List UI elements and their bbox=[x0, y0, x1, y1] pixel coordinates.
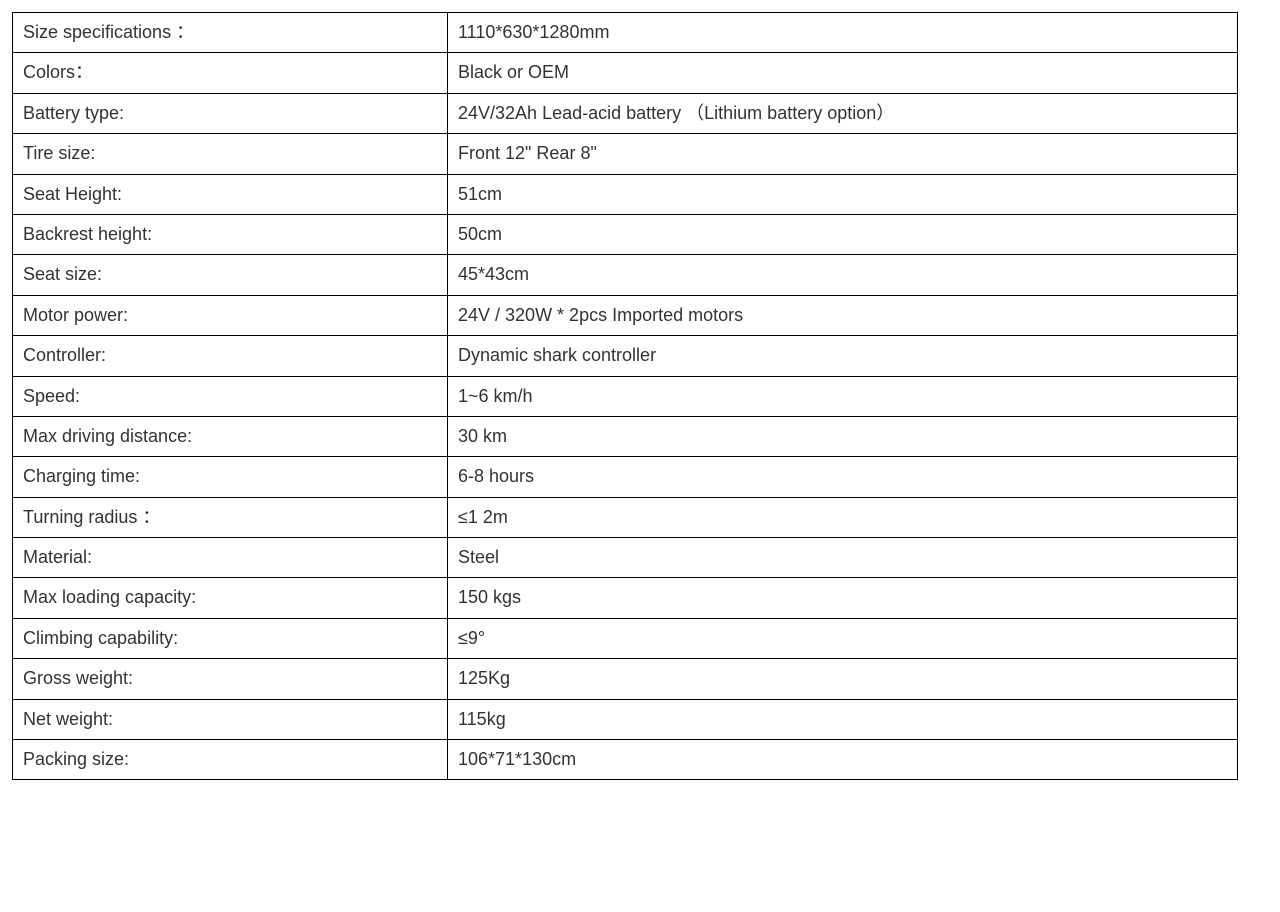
spec-value: 150 kgs bbox=[448, 578, 1238, 618]
spec-label: Controller: bbox=[13, 336, 448, 376]
table-row: Seat size: 45*43cm bbox=[13, 255, 1238, 295]
spec-value: 1110*630*1280mm bbox=[448, 13, 1238, 53]
spec-value: Black or OEM bbox=[448, 53, 1238, 93]
spec-value: 50cm bbox=[448, 214, 1238, 254]
table-row: Tire size: Front 12" Rear 8" bbox=[13, 134, 1238, 174]
spec-label: Material: bbox=[13, 538, 448, 578]
spec-value: 1~6 km/h bbox=[448, 376, 1238, 416]
spec-label: Motor power: bbox=[13, 295, 448, 335]
spec-label: Colors： bbox=[13, 53, 448, 93]
spec-value: ≤1 2m bbox=[448, 497, 1238, 537]
table-row: Packing size: 106*71*130cm bbox=[13, 740, 1238, 780]
spec-label: Tire size: bbox=[13, 134, 448, 174]
spec-label: Seat Height: bbox=[13, 174, 448, 214]
table-row: Colors： Black or OEM bbox=[13, 53, 1238, 93]
spec-label: Climbing capability: bbox=[13, 618, 448, 658]
spec-label: Seat size: bbox=[13, 255, 448, 295]
table-row: Charging time: 6-8 hours bbox=[13, 457, 1238, 497]
spec-value: Dynamic shark controller bbox=[448, 336, 1238, 376]
table-row: Controller: Dynamic shark controller bbox=[13, 336, 1238, 376]
spec-label: Backrest height: bbox=[13, 214, 448, 254]
spec-label: Speed: bbox=[13, 376, 448, 416]
spec-value: Front 12" Rear 8" bbox=[448, 134, 1238, 174]
spec-value: 106*71*130cm bbox=[448, 740, 1238, 780]
spec-value: Steel bbox=[448, 538, 1238, 578]
table-row: Max loading capacity: 150 kgs bbox=[13, 578, 1238, 618]
spec-label: Max driving distance: bbox=[13, 416, 448, 456]
spec-value: 115kg bbox=[448, 699, 1238, 739]
table-row: Max driving distance: 30 km bbox=[13, 416, 1238, 456]
spec-label: Packing size: bbox=[13, 740, 448, 780]
spec-label: Size specifications ： bbox=[13, 13, 448, 53]
table-row: Gross weight: 125Kg bbox=[13, 659, 1238, 699]
spec-label: Battery type: bbox=[13, 93, 448, 133]
specifications-table-body: Size specifications ： 1110*630*1280mm Co… bbox=[13, 13, 1238, 780]
table-row: Seat Height: 51cm bbox=[13, 174, 1238, 214]
table-row: Speed: 1~6 km/h bbox=[13, 376, 1238, 416]
spec-label: Max loading capacity: bbox=[13, 578, 448, 618]
spec-value: 51cm bbox=[448, 174, 1238, 214]
table-row: Climbing capability: ≤9° bbox=[13, 618, 1238, 658]
table-row: Battery type: 24V/32Ah Lead-acid battery… bbox=[13, 93, 1238, 133]
spec-value: 45*43cm bbox=[448, 255, 1238, 295]
spec-value: 30 km bbox=[448, 416, 1238, 456]
table-row: Material: Steel bbox=[13, 538, 1238, 578]
spec-value: 24V / 320W * 2pcs Imported motors bbox=[448, 295, 1238, 335]
spec-label: Charging time: bbox=[13, 457, 448, 497]
table-row: Turning radius ： ≤1 2m bbox=[13, 497, 1238, 537]
spec-label: Net weight: bbox=[13, 699, 448, 739]
spec-label: Turning radius ： bbox=[13, 497, 448, 537]
spec-label: Gross weight: bbox=[13, 659, 448, 699]
spec-value: 6-8 hours bbox=[448, 457, 1238, 497]
table-row: Net weight: 115kg bbox=[13, 699, 1238, 739]
spec-value: 24V/32Ah Lead-acid battery （Lithium batt… bbox=[448, 93, 1238, 133]
table-row: Backrest height: 50cm bbox=[13, 214, 1238, 254]
spec-value: ≤9° bbox=[448, 618, 1238, 658]
table-row: Motor power: 24V / 320W * 2pcs Imported … bbox=[13, 295, 1238, 335]
table-row: Size specifications ： 1110*630*1280mm bbox=[13, 13, 1238, 53]
specifications-table: Size specifications ： 1110*630*1280mm Co… bbox=[12, 12, 1238, 780]
spec-value: 125Kg bbox=[448, 659, 1238, 699]
